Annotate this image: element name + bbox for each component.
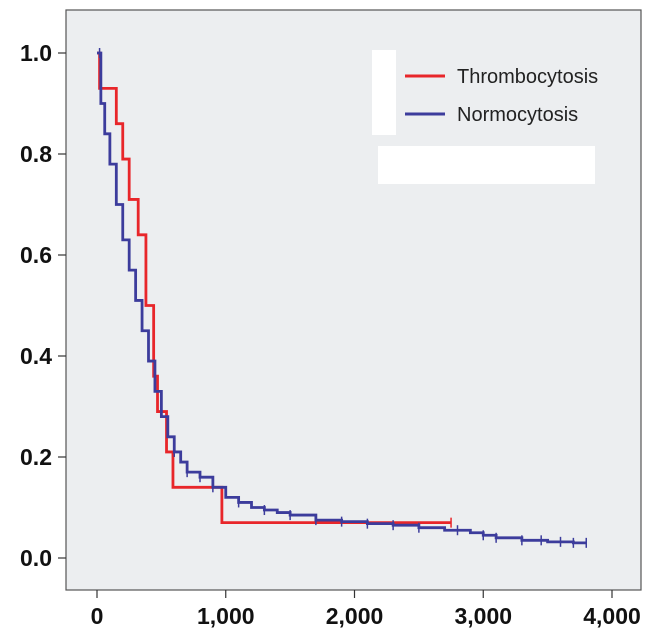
- x-tick-label: 3,000: [454, 603, 512, 629]
- x-tick-label: 1,000: [197, 603, 255, 629]
- x-tick-label: 0: [91, 603, 104, 629]
- legend-label-thrombocytosis: Thrombocytosis: [457, 66, 598, 88]
- x-tick-label: 2,000: [326, 603, 384, 629]
- y-tick-label: 0.0: [20, 545, 52, 571]
- series-layer: [97, 48, 587, 548]
- plot-area: [65, 9, 642, 591]
- legend-label-normocytosis: Normocytosis: [457, 104, 578, 126]
- x-tick-label: 4,000: [583, 603, 641, 629]
- axes: 0.0 0.2 0.4 0.6 0.8 1.0 0 1,000 2,000 3,000 4,000: [20, 40, 641, 629]
- y-tick-label: 0.2: [20, 444, 52, 470]
- legend-panel-white: [378, 146, 595, 184]
- legend: Thrombocytosis Normocytosis: [405, 66, 598, 126]
- legend-box-white: [372, 50, 396, 135]
- y-tick-label: 0.6: [20, 242, 52, 268]
- y-tick-label: 0.8: [20, 141, 52, 167]
- y-tick-label: 0.4: [20, 343, 52, 369]
- y-tick-label: 1.0: [20, 40, 52, 66]
- series-line-normocytosis: [97, 51, 587, 545]
- series-line-thrombocytosis: [97, 51, 452, 525]
